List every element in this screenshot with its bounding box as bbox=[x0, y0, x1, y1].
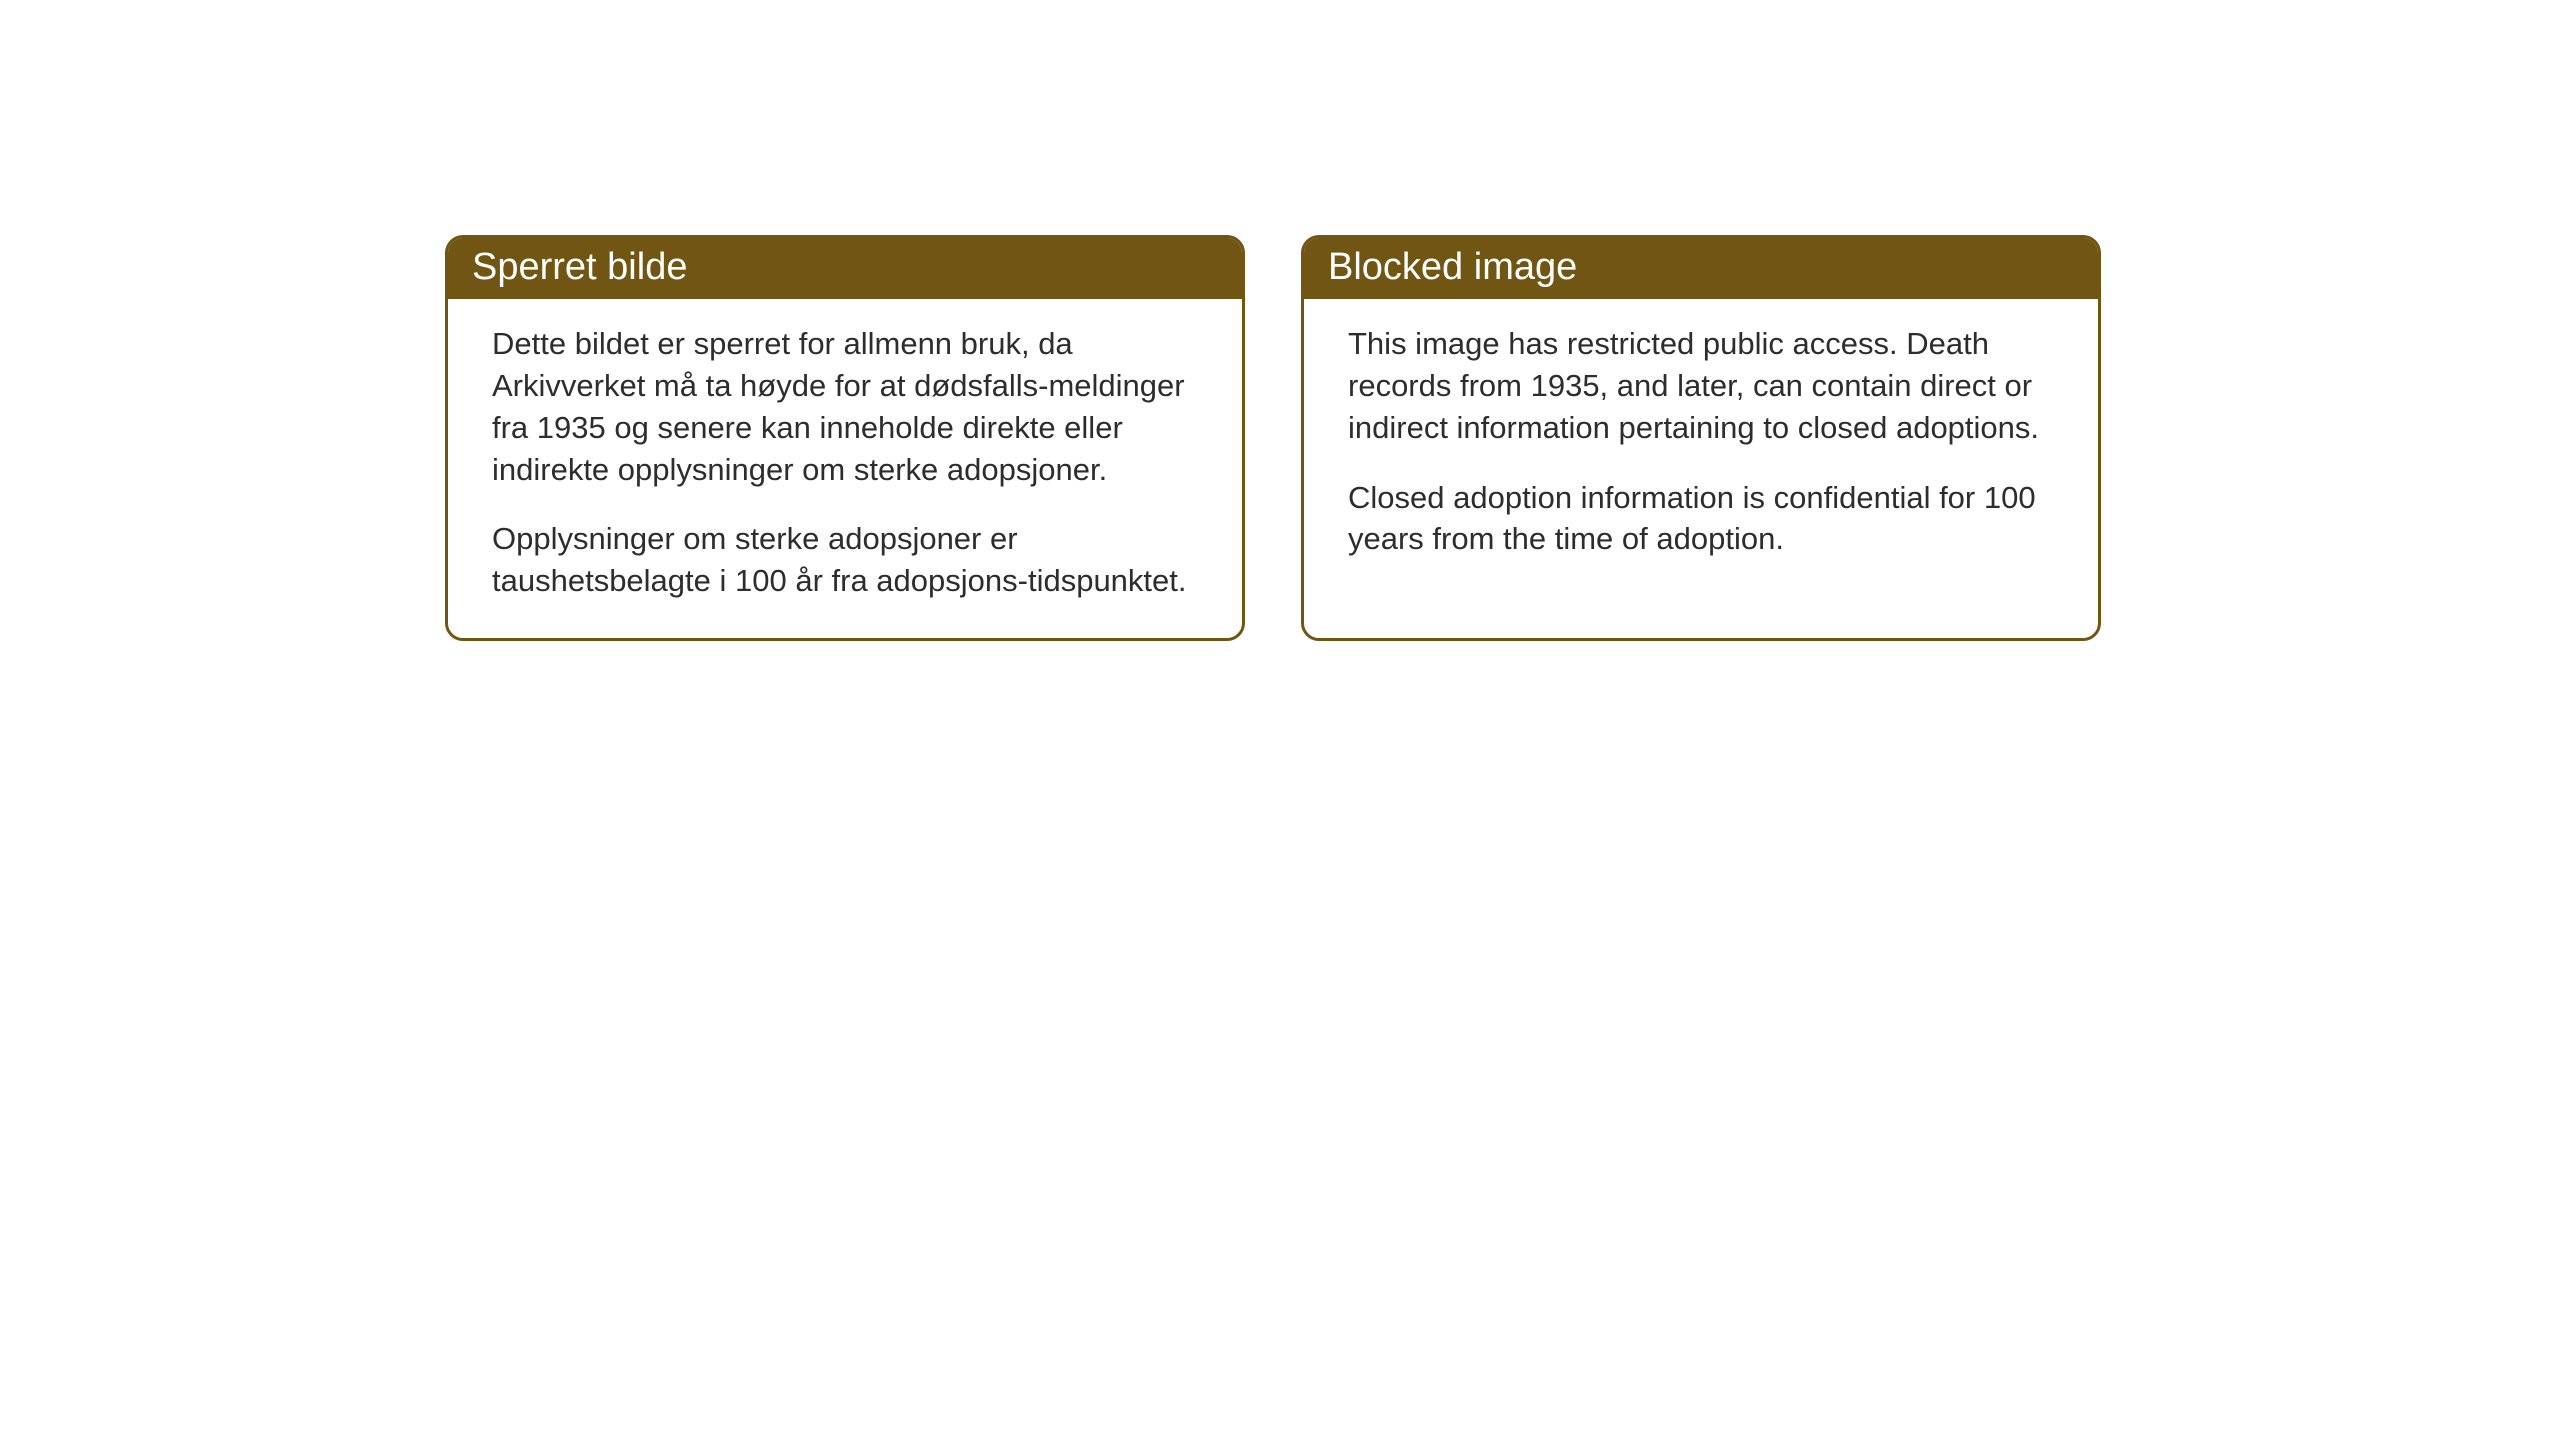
paragraph-1-norwegian: Dette bildet er sperret for allmenn bruk… bbox=[492, 323, 1198, 490]
card-header-norwegian: Sperret bilde bbox=[448, 238, 1242, 299]
notice-card-norwegian: Sperret bilde Dette bildet er sperret fo… bbox=[445, 235, 1245, 641]
notice-container: Sperret bilde Dette bildet er sperret fo… bbox=[0, 0, 2560, 641]
card-body-english: This image has restricted public access.… bbox=[1304, 299, 2098, 596]
paragraph-2-english: Closed adoption information is confident… bbox=[1348, 477, 2054, 561]
card-body-norwegian: Dette bildet er sperret for allmenn bruk… bbox=[448, 299, 1242, 638]
paragraph-1-english: This image has restricted public access.… bbox=[1348, 323, 2054, 449]
paragraph-2-norwegian: Opplysninger om sterke adopsjoner er tau… bbox=[492, 518, 1198, 602]
notice-card-english: Blocked image This image has restricted … bbox=[1301, 235, 2101, 641]
card-header-english: Blocked image bbox=[1304, 238, 2098, 299]
